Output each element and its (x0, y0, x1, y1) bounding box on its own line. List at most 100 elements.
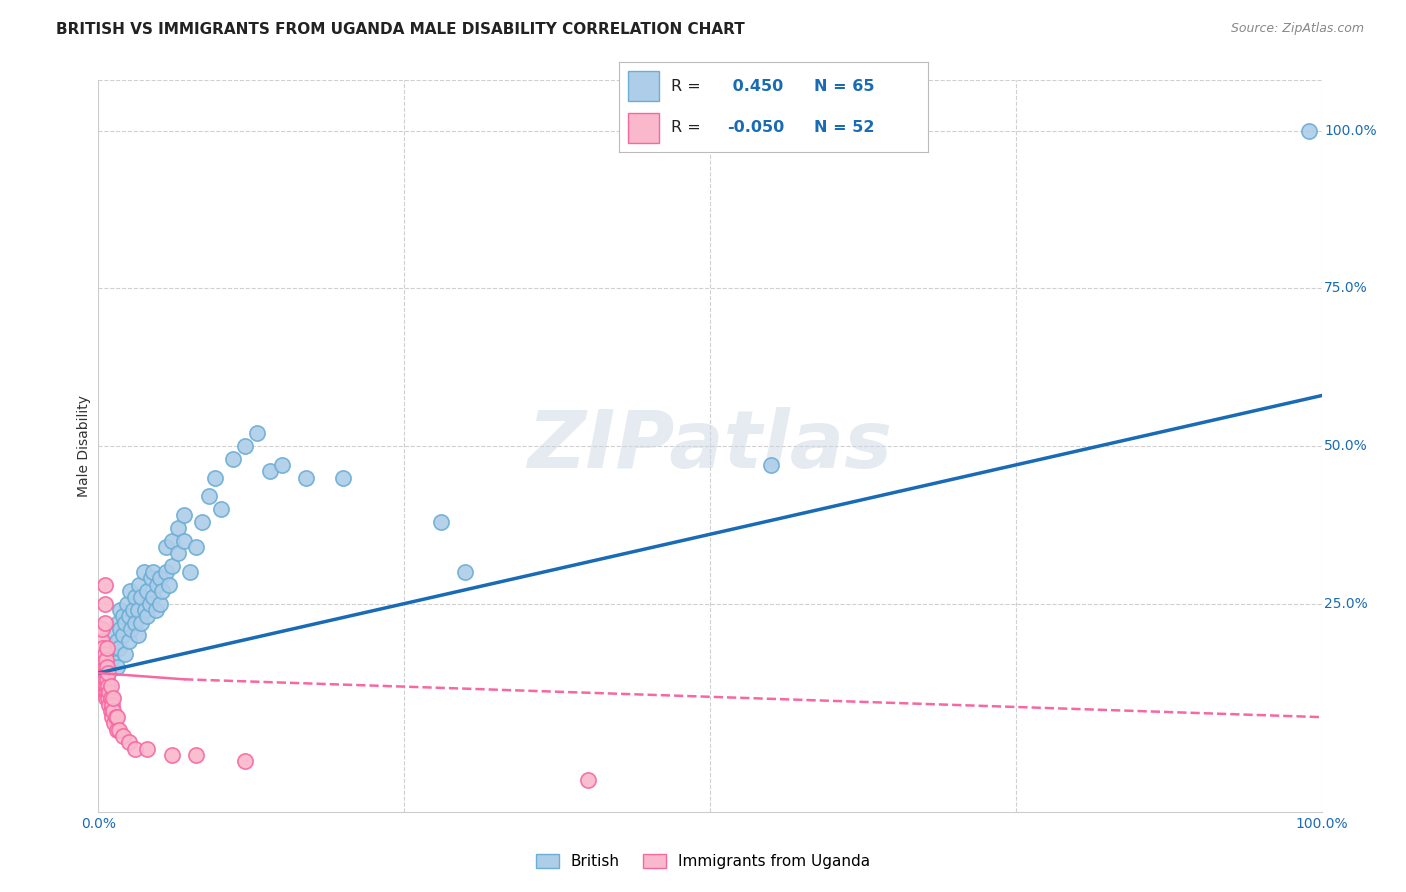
Text: N = 65: N = 65 (814, 79, 875, 94)
Point (93, 615, 115, 630)
Text: Source: ZipAtlas.com: Source: ZipAtlas.com (1230, 22, 1364, 36)
Point (100, 679, 122, 693)
Point (145, 603, 167, 617)
Point (98, 698, 121, 712)
Point (118, 735, 141, 749)
Point (120, 622, 142, 636)
Point (93, 659, 115, 673)
Point (108, 723, 131, 737)
Point (1298, 124, 1320, 138)
Point (105, 634, 128, 648)
Point (128, 578, 150, 592)
Point (129, 615, 152, 630)
Point (97, 679, 120, 693)
Point (167, 521, 190, 535)
Point (103, 716, 125, 731)
Text: R =: R = (671, 120, 702, 135)
Point (94, 653, 117, 667)
Point (118, 634, 141, 648)
Point (149, 597, 172, 611)
FancyBboxPatch shape (628, 71, 659, 101)
Text: 50.0%: 50.0% (1324, 439, 1368, 453)
Text: N = 52: N = 52 (814, 120, 875, 135)
Point (120, 584, 142, 599)
Point (155, 565, 177, 579)
Point (173, 508, 195, 523)
Point (142, 565, 165, 579)
Point (100, 653, 122, 667)
Point (111, 609, 134, 624)
Point (107, 615, 129, 630)
Text: -0.050: -0.050 (727, 120, 785, 135)
Point (430, 515, 453, 529)
Point (160, 558, 183, 573)
Point (100, 691, 122, 706)
Point (127, 603, 149, 617)
Point (167, 546, 190, 560)
Point (157, 578, 180, 592)
Point (173, 533, 195, 548)
Point (97, 665, 120, 680)
Point (97, 691, 120, 706)
Point (118, 609, 141, 624)
Point (179, 565, 201, 579)
Point (129, 591, 152, 605)
Point (204, 470, 226, 484)
Point (105, 710, 128, 724)
Point (91, 659, 114, 673)
Point (246, 426, 269, 441)
Point (110, 603, 132, 617)
Point (104, 710, 127, 724)
Point (91, 679, 114, 693)
Point (186, 747, 208, 762)
Point (96, 673, 118, 687)
Point (101, 704, 124, 718)
Text: 0.450: 0.450 (727, 79, 783, 94)
Point (259, 464, 281, 478)
Point (91, 653, 114, 667)
Point (150, 584, 173, 599)
Point (101, 698, 124, 712)
Point (111, 628, 134, 642)
Point (124, 741, 146, 756)
Point (111, 729, 134, 743)
Point (96, 640, 118, 655)
Point (127, 628, 149, 642)
Text: BRITISH VS IMMIGRANTS FROM UGANDA MALE DISABILITY CORRELATION CHART: BRITISH VS IMMIGRANTS FROM UGANDA MALE D… (56, 22, 745, 37)
Point (96, 685, 118, 699)
Point (454, 565, 477, 579)
Point (91, 622, 114, 636)
Point (197, 490, 219, 504)
Point (105, 723, 128, 737)
Point (110, 622, 132, 636)
Point (576, 773, 599, 788)
Point (115, 597, 138, 611)
Point (91, 665, 114, 680)
FancyBboxPatch shape (628, 113, 659, 143)
Point (136, 609, 159, 624)
Point (94, 665, 117, 680)
Text: ZIPatlas: ZIPatlas (527, 407, 893, 485)
Point (149, 571, 172, 585)
Point (160, 747, 183, 762)
Point (90, 640, 112, 655)
Point (108, 640, 131, 655)
Point (136, 741, 159, 756)
Point (332, 470, 354, 484)
Point (91, 673, 114, 687)
Text: 75.0%: 75.0% (1324, 281, 1368, 295)
Point (761, 458, 783, 472)
Point (233, 439, 256, 453)
Point (101, 640, 124, 655)
Point (93, 578, 115, 592)
Y-axis label: Male Disability: Male Disability (77, 395, 91, 497)
Text: 25.0%: 25.0% (1324, 597, 1368, 611)
Point (233, 754, 256, 768)
Point (155, 540, 177, 554)
Point (132, 565, 155, 579)
Point (94, 691, 117, 706)
Text: R =: R = (671, 79, 702, 94)
Point (209, 502, 232, 516)
Point (160, 533, 183, 548)
Point (100, 704, 122, 718)
